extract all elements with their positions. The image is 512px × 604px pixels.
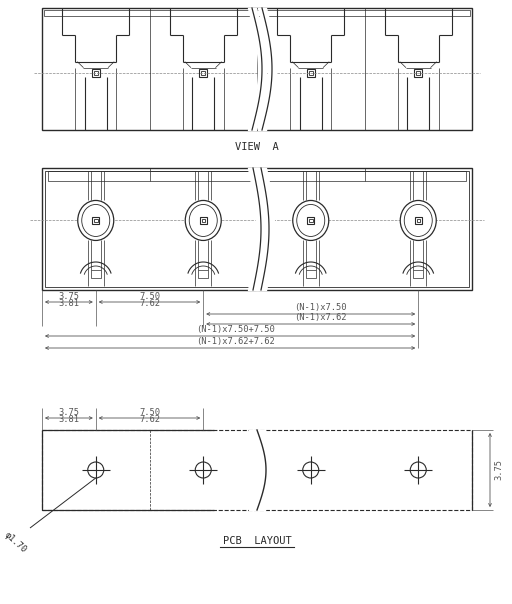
Text: VIEW  A: VIEW A [235,142,279,152]
Text: 7.62: 7.62 [139,415,160,424]
Bar [202,219,205,222]
Ellipse shape [400,201,436,240]
Text: 3.75: 3.75 [58,408,79,417]
Bar [94,71,98,75]
Ellipse shape [78,201,114,240]
Text: (N-1)x7.62+7.62: (N-1)x7.62+7.62 [196,337,274,346]
Text: 7.50: 7.50 [139,292,160,301]
Text: PCB  LAYOUT: PCB LAYOUT [223,536,291,546]
Text: 3.75: 3.75 [58,292,79,301]
Bar [309,71,313,75]
Text: 3.81: 3.81 [58,299,79,308]
Bar [199,69,207,77]
Ellipse shape [297,205,325,236]
Text: 3.81: 3.81 [58,415,79,424]
Bar [42,8,472,130]
Bar [44,10,470,16]
Bar [413,270,423,278]
Bar [201,71,205,75]
Bar [92,217,99,224]
Bar [42,168,472,290]
Text: 7.62: 7.62 [139,299,160,308]
Bar [198,270,208,278]
Ellipse shape [82,205,110,236]
Ellipse shape [293,201,329,240]
Bar [416,219,420,222]
Text: 3.75: 3.75 [494,460,503,481]
Ellipse shape [189,205,217,236]
Bar [307,217,314,224]
Text: (N-1)x7.50: (N-1)x7.50 [294,303,347,312]
Text: (N-1)x7.50+7.50: (N-1)x7.50+7.50 [196,325,274,334]
Bar [92,69,100,77]
Bar [415,217,422,224]
Bar [416,71,420,75]
Bar [309,219,312,222]
Ellipse shape [404,205,432,236]
Bar [94,219,97,222]
Bar [414,69,422,77]
Text: φ1.70: φ1.70 [3,530,28,554]
Bar [306,270,316,278]
Bar [91,270,101,278]
Bar [200,217,207,224]
Bar [42,430,472,510]
Text: 7.50: 7.50 [139,408,160,417]
Text: (N-1)x7.62: (N-1)x7.62 [294,313,347,322]
Bar [307,69,315,77]
Bar [45,171,469,287]
Ellipse shape [185,201,221,240]
Bar [48,171,466,181]
